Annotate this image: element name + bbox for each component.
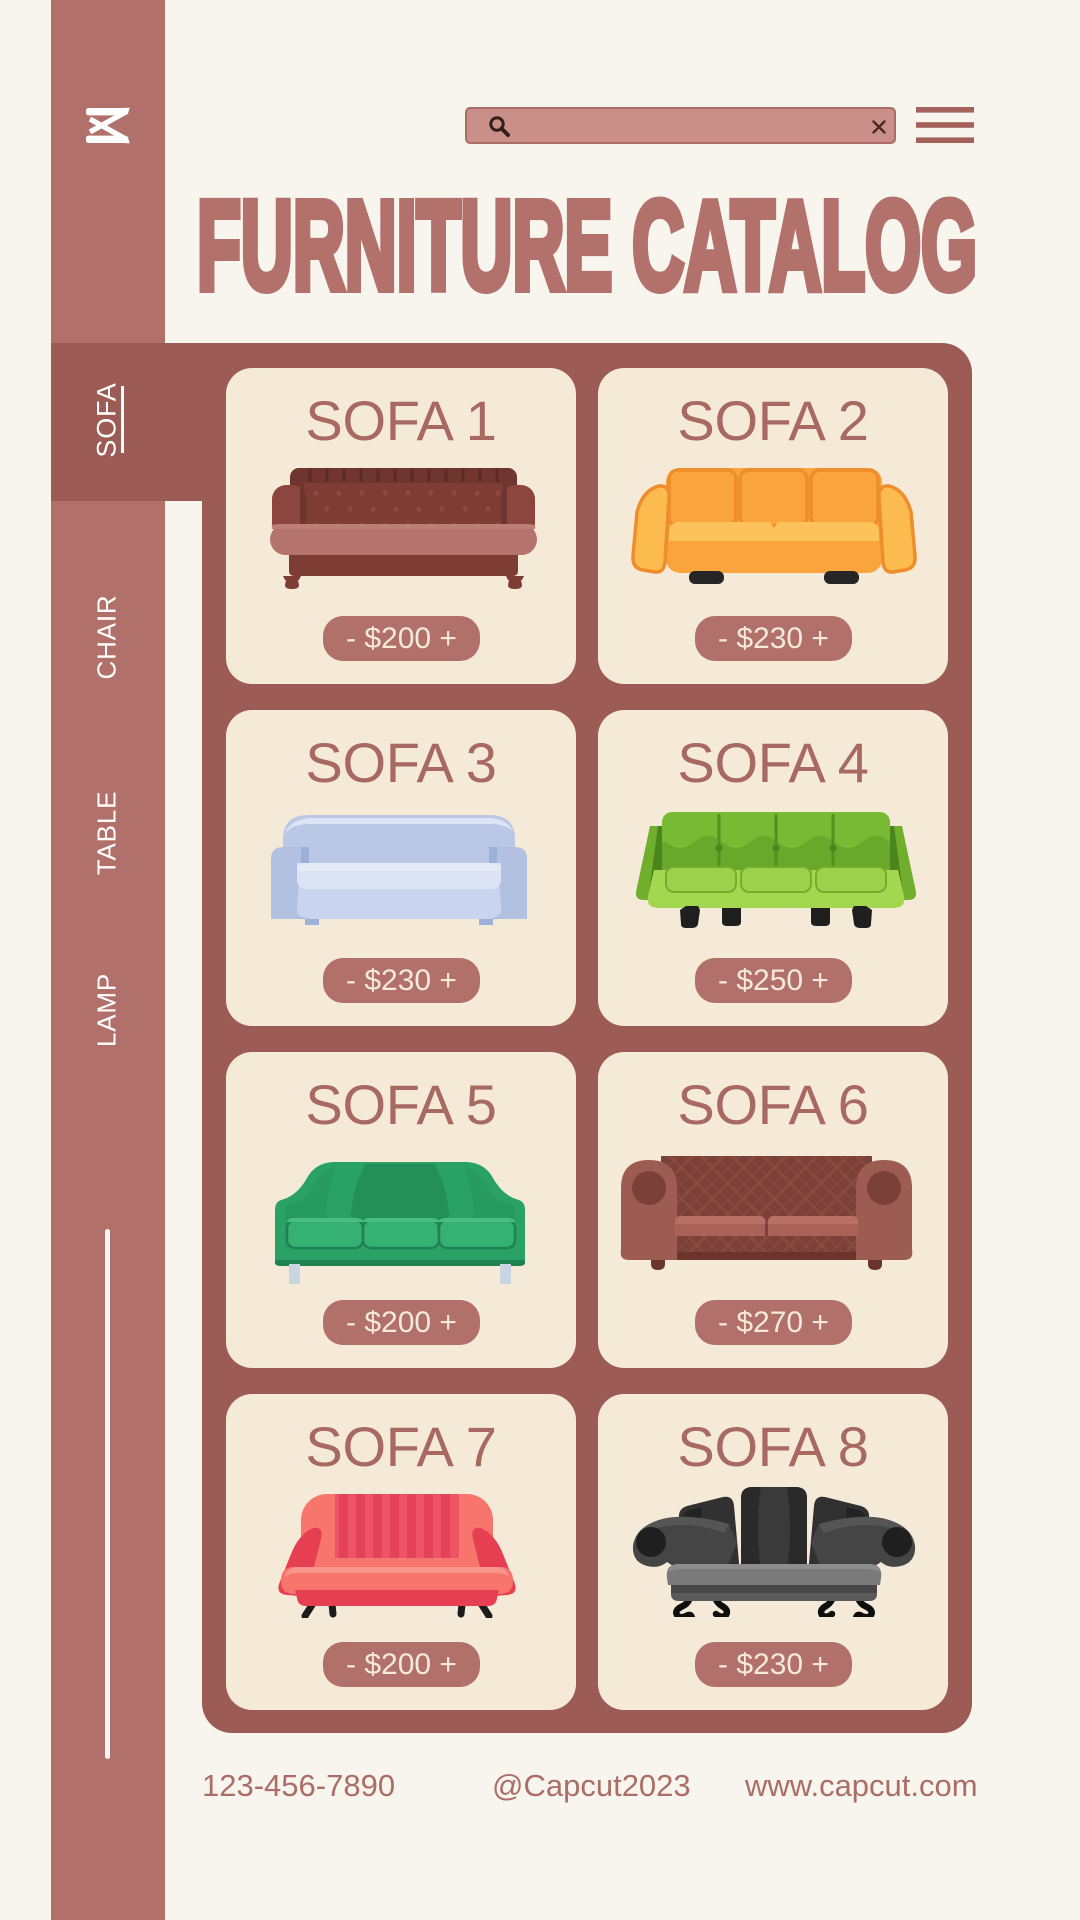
svg-text:FURNITURE CATALOG: FURNITURE CATALOG [197,175,977,316]
